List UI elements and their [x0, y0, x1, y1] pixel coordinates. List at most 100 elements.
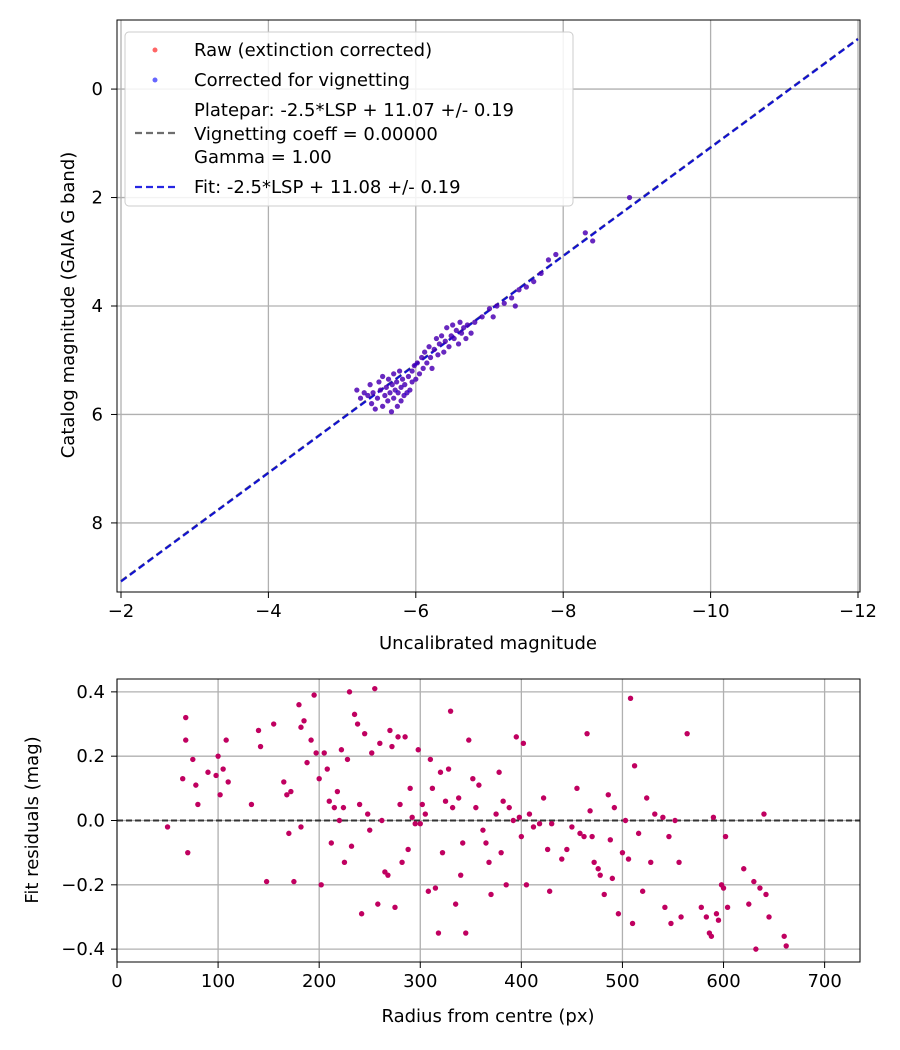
residual-point [364, 811, 371, 817]
residual-point [358, 911, 365, 917]
corrected-point [433, 335, 440, 342]
legend-label-corrected: Corrected for vignetting [194, 70, 410, 91]
residual-point [546, 888, 553, 894]
residual-point [442, 798, 449, 804]
bottom-x-tick-label: 200 [302, 971, 336, 992]
corrected-point [405, 373, 412, 380]
residual-point [470, 775, 476, 782]
residual-point [518, 833, 525, 840]
residual-point [425, 888, 432, 894]
residual-point [678, 914, 684, 920]
residual-point [395, 734, 401, 740]
corrected-point [413, 376, 419, 382]
legend-label-platepar: Platepar: -2.5*LSP + 11.07 +/- 0.19 [194, 100, 514, 121]
corrected-point [531, 278, 537, 285]
residual-point [463, 930, 469, 936]
residual-point [281, 779, 287, 785]
top-legend: Raw (extinction corrected) Corrected for… [124, 31, 574, 207]
corrected-point [453, 327, 459, 334]
residual-point [405, 846, 411, 853]
residual-point [783, 943, 789, 949]
legend-marker-corrected [152, 77, 158, 83]
residual-point [321, 750, 327, 756]
residual-point [708, 933, 715, 939]
residual-point [180, 775, 186, 782]
corrected-point [436, 341, 442, 347]
residual-point [544, 846, 551, 853]
residual-point [402, 734, 408, 740]
residual-point [660, 814, 666, 820]
corrected-point [444, 325, 450, 331]
residual-point [291, 878, 297, 885]
bottom-y-tick-label: 0.4 [76, 682, 105, 703]
corrected-point [468, 330, 474, 336]
corrected-point [463, 335, 469, 342]
corrected-point [458, 330, 465, 336]
corrected-point [388, 409, 395, 415]
residual-point [722, 833, 729, 840]
residual-point [720, 885, 727, 891]
corrected-point [509, 295, 515, 301]
corrected-point [377, 387, 384, 393]
residual-point [286, 830, 292, 837]
top-y-ticks: 0 2 4 6 8 [92, 79, 117, 534]
corrected-point [479, 314, 485, 320]
bottom-x-tick-label: 100 [201, 971, 235, 992]
residual-point [498, 849, 504, 856]
residual-point [607, 837, 614, 843]
residual-point [648, 859, 654, 866]
residual-point [676, 859, 682, 866]
top-y-tick-label: 6 [92, 404, 103, 425]
corrected-point [361, 390, 367, 396]
bottom-y-tick-label: −0.2 [61, 875, 105, 896]
residual-point [559, 856, 565, 862]
residual-point [417, 821, 423, 827]
residual-point [781, 933, 787, 939]
corrected-point [374, 395, 381, 401]
residual-point [746, 901, 752, 907]
residual-point [761, 811, 767, 817]
corrected-point [590, 238, 596, 244]
corrected-point [391, 371, 397, 377]
residual-point [516, 814, 523, 820]
bottom-x-tick-label: 500 [605, 971, 639, 992]
top-x-tick-label: −10 [692, 601, 730, 622]
residual-point [183, 714, 189, 721]
corrected-point [516, 287, 522, 293]
residual-point [392, 904, 398, 911]
residual-point [367, 827, 373, 833]
residual-point [510, 817, 516, 824]
residual-point [432, 885, 439, 891]
bottom-y-ticks: −0.4 −0.2 0.0 0.2 0.4 [61, 682, 117, 960]
residual-point [581, 833, 587, 840]
residual-point [564, 846, 570, 853]
residual-point [318, 882, 324, 888]
residual-point [766, 914, 772, 920]
residual-point [257, 743, 264, 750]
corrected-point [398, 384, 404, 390]
corrected-point [376, 379, 382, 385]
corrected-point [385, 398, 391, 404]
residual-point [354, 721, 361, 727]
residual-point [296, 702, 302, 708]
bottom-x-tick-label: 300 [403, 971, 437, 992]
residual-point [619, 849, 626, 856]
residual-point [666, 833, 672, 840]
residual-point [164, 824, 171, 830]
corrected-point [399, 376, 406, 382]
top-points [354, 194, 633, 415]
residual-point [385, 872, 391, 878]
corrected-point [395, 390, 401, 396]
residual-point [308, 737, 314, 743]
corrected-point [553, 251, 559, 258]
corrected-point [394, 403, 400, 409]
top-x-tick-label: −6 [403, 601, 430, 622]
residual-point [301, 718, 307, 724]
residual-point [520, 740, 527, 747]
residual-point [569, 824, 575, 830]
residual-point [684, 730, 690, 737]
residual-point [409, 814, 415, 820]
top-x-tick-label: −4 [255, 601, 282, 622]
corrected-point [354, 387, 360, 393]
residual-point [710, 814, 717, 820]
